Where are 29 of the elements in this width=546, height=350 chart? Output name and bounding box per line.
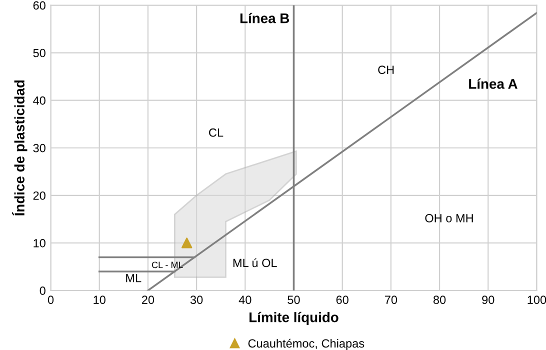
x-tick-label: 60 <box>336 296 348 304</box>
x-tick-label: 90 <box>482 296 494 304</box>
annotation: CL <box>209 128 224 137</box>
y-tick-label: 10 <box>34 238 46 248</box>
legend-label: Cuauhtémoc, Chiapas <box>248 338 364 350</box>
annotation: ML ú OL <box>233 258 277 268</box>
y-tick-label: 0 <box>40 286 46 295</box>
annotation: CL - ML <box>152 262 183 268</box>
x-tick-label: 70 <box>384 296 398 304</box>
x-tick-label: 40 <box>238 296 252 304</box>
x-tick-label: 80 <box>433 296 446 304</box>
y-tick-label: 60 <box>33 1 46 10</box>
y-tick-label: 50 <box>33 48 46 58</box>
x-tick-label: 30 <box>190 296 203 304</box>
x-tick-label: 100 <box>528 296 546 304</box>
x-axis-title: Límite líquido <box>250 312 338 325</box>
x-tick-label: 0 <box>48 296 54 304</box>
x-tick-label: 50 <box>288 296 300 304</box>
y-tick-label: 40 <box>33 96 46 105</box>
annotation: Línea A <box>469 78 518 89</box>
x-tick-label: 20 <box>142 296 154 304</box>
annotation: ML <box>126 274 142 282</box>
x-tick-label: 10 <box>94 296 106 304</box>
annotation: OH o MH <box>425 214 473 222</box>
y-tick-label: 20 <box>33 191 46 200</box>
y-axis-title: Índice de plasticidad <box>12 80 28 216</box>
y-tick-label: 30 <box>33 144 46 152</box>
annotation: CH <box>378 66 394 74</box>
annotation: Línea B <box>240 12 290 24</box>
